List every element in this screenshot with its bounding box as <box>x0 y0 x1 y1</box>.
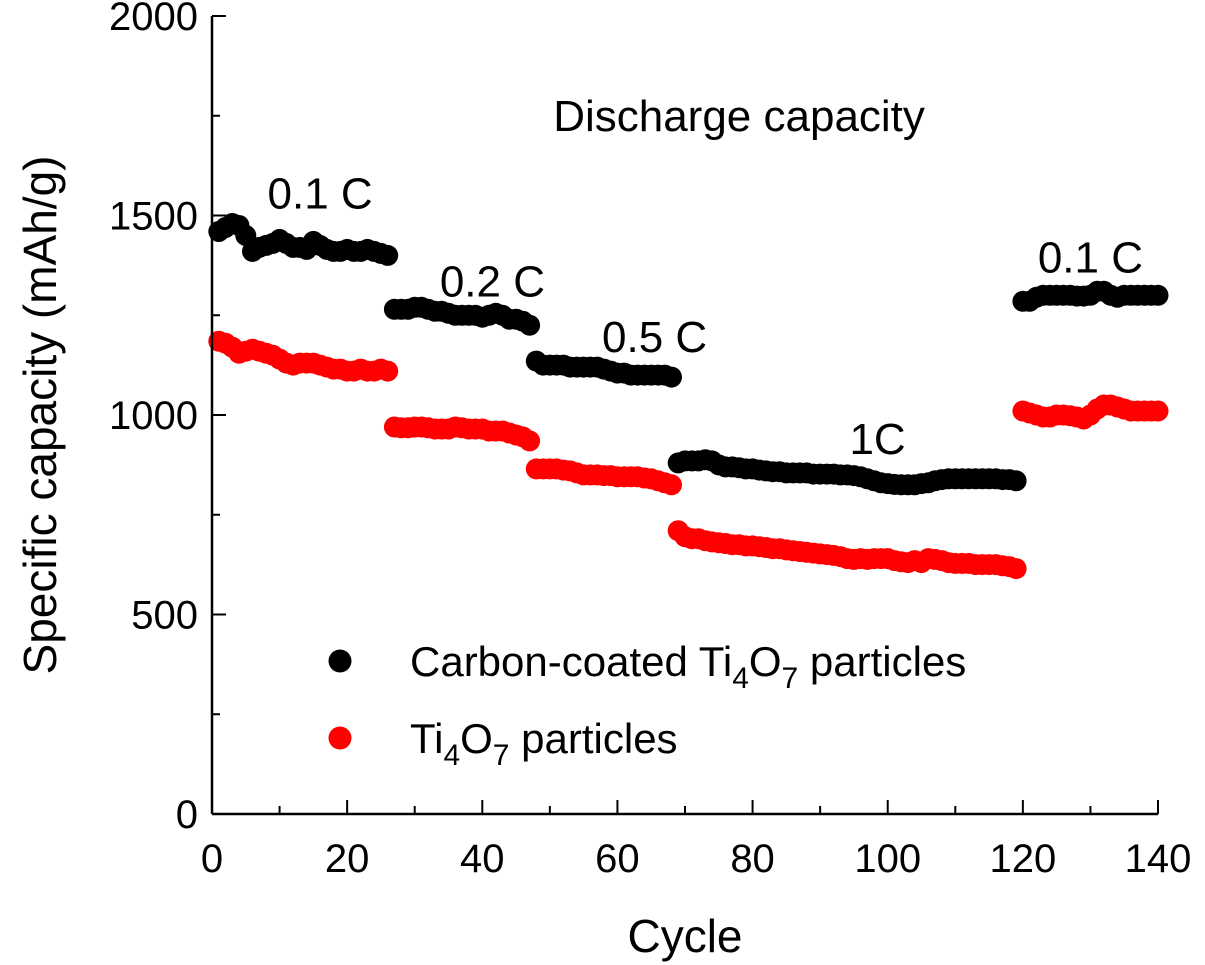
data-point <box>235 225 257 246</box>
data-point <box>377 360 399 382</box>
x-tick-label: 140 <box>1125 837 1192 881</box>
markers-layer <box>208 213 1169 580</box>
y-tick-label: 1500 <box>109 195 198 239</box>
data-point <box>661 366 682 388</box>
data-point <box>661 474 682 496</box>
legend-entry-bare: Ti4O7 particles <box>328 715 678 772</box>
legend-label: Carbon-coated Ti4O7 particles <box>410 638 966 695</box>
data-point <box>377 244 399 266</box>
x-tick-label: 80 <box>730 837 775 881</box>
x-tick-label: 20 <box>325 837 370 881</box>
data-point <box>519 430 541 452</box>
data-point <box>1005 558 1027 580</box>
data-point <box>519 314 541 336</box>
rate-annotation: 0.5 C <box>602 313 707 362</box>
data-point <box>1005 470 1027 492</box>
y-tick-label: 0 <box>176 793 198 837</box>
x-axis-title: Cycle <box>627 910 742 962</box>
legend-marker <box>328 726 352 750</box>
annotations-layer: Discharge capacity 0.1 C 0.2 C 0.5 C 1C 0.1 C <box>268 92 1143 464</box>
x-tick-label: 0 <box>201 837 223 881</box>
rate-annotation: 0.1 C <box>1038 233 1143 282</box>
x-tick-label: 120 <box>989 837 1056 881</box>
legend-marker <box>328 649 352 673</box>
legend-label: Ti4O7 particles <box>410 715 678 772</box>
rate-annotation: 0.2 C <box>440 257 545 306</box>
x-tick-label: 60 <box>595 837 640 881</box>
y-tick-label: 500 <box>131 594 198 638</box>
data-point <box>1147 400 1169 422</box>
series-bare <box>208 330 1169 580</box>
y-tick-label: 2000 <box>109 0 198 39</box>
ticks-layer: 0 20 40 60 80 100 120 140 0 500 1000 1500 2000 <box>109 0 1191 881</box>
y-axis-title: Specific capacity (mAh/g) <box>14 156 66 675</box>
rate-annotation: 1C <box>849 415 905 464</box>
data-point <box>1147 284 1169 306</box>
rate-annotation: Discharge capacity <box>553 92 925 141</box>
series-coated <box>208 213 1169 496</box>
legend: Carbon-coated Ti4O7 particles Ti4O7 parti… <box>328 638 966 772</box>
y-tick-label: 1000 <box>109 394 198 438</box>
x-tick-label: 40 <box>460 837 505 881</box>
x-tick-label: 100 <box>854 837 921 881</box>
legend-entry-coated: Carbon-coated Ti4O7 particles <box>328 638 966 695</box>
rate-annotation: 0.1 C <box>268 170 373 219</box>
